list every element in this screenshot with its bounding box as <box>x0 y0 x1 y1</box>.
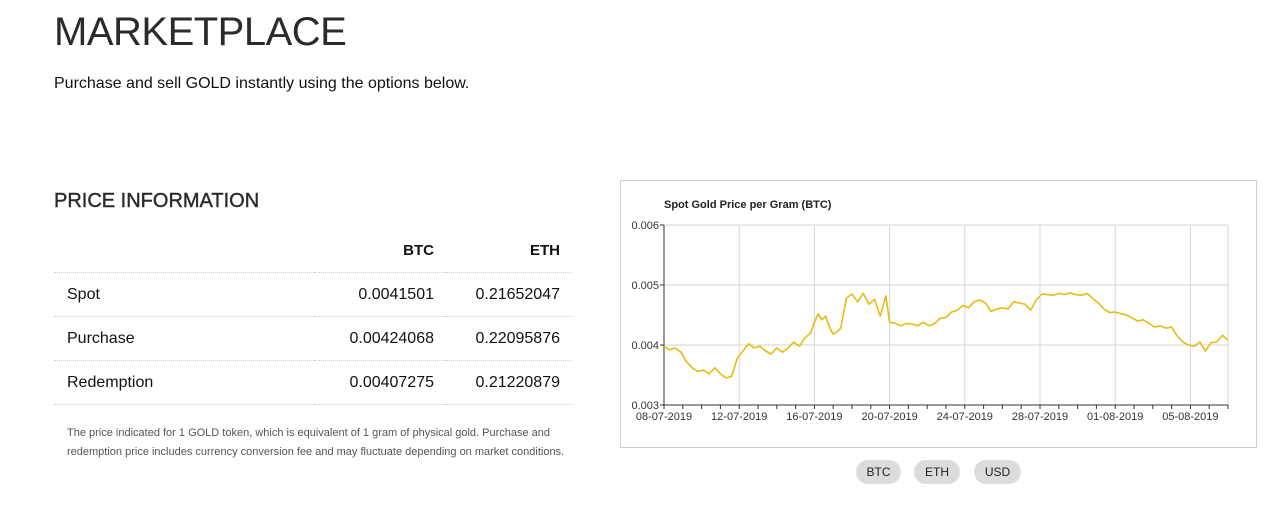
table-row: Purchase 0.00424068 0.22095876 <box>54 316 572 361</box>
row-label: Redemption <box>54 360 314 405</box>
column-header-label <box>54 228 314 273</box>
btc-value: 0.0041501 <box>314 272 446 317</box>
price-series-line <box>663 292 1229 379</box>
table-row: Spot 0.0041501 0.21652047 <box>54 272 572 317</box>
eth-value: 0.22095876 <box>446 316 572 361</box>
row-label: Purchase <box>54 316 314 361</box>
price-information-title: PRICE INFORMATION <box>54 190 260 212</box>
x-tick-label: 08-07-2019 <box>636 411 692 423</box>
x-tick-label: 24-07-2019 <box>937 411 993 423</box>
price-chart[interactable]: Spot Gold Price per Gram (BTC) 0.003 0.00… <box>621 181 1258 449</box>
x-tick-label: 12-07-2019 <box>711 411 767 423</box>
page-subtitle: Purchase and sell GOLD instantly using t… <box>54 75 470 92</box>
eth-value: 0.21220879 <box>446 360 572 405</box>
table-header-row: BTC ETH <box>54 228 572 273</box>
eth-value: 0.21652047 <box>446 272 572 317</box>
column-header-btc: BTC <box>314 228 446 273</box>
x-tick-label: 28-07-2019 <box>1012 411 1068 423</box>
x-tick-label: 20-07-2019 <box>861 411 917 423</box>
column-header-eth: ETH <box>446 228 572 273</box>
y-tick-label: 0.004 <box>631 340 659 352</box>
price-footnote: The price indicated for 1 GOLD token, wh… <box>67 427 565 458</box>
y-tick-label: 0.003 <box>631 400 659 412</box>
page-title: MARKETPLACE <box>54 10 347 54</box>
price-table: BTC ETH Spot 0.0041501 0.21652047 Purcha… <box>54 228 572 405</box>
btc-value: 0.00424068 <box>314 316 446 361</box>
chart-title: Spot Gold Price per Gram (BTC) <box>664 199 832 211</box>
btc-toggle-button[interactable]: BTC <box>856 460 901 484</box>
usd-toggle-button[interactable]: USD <box>974 460 1021 484</box>
btc-value: 0.00407275 <box>314 360 446 405</box>
x-tick-label: 16-07-2019 <box>786 411 842 423</box>
y-tick-label: 0.006 <box>631 220 659 232</box>
x-tick-label: 01-08-2019 <box>1087 411 1143 423</box>
eth-toggle-button[interactable]: ETH <box>914 460 960 484</box>
x-tick-label: 05-08-2019 <box>1162 411 1218 423</box>
y-tick-label: 0.005 <box>631 280 659 292</box>
price-chart-panel: Spot Gold Price per Gram (BTC) 0.003 0.00… <box>620 180 1257 448</box>
row-label: Spot <box>54 272 314 317</box>
table-row: Redemption 0.00407275 0.21220879 <box>54 360 572 405</box>
